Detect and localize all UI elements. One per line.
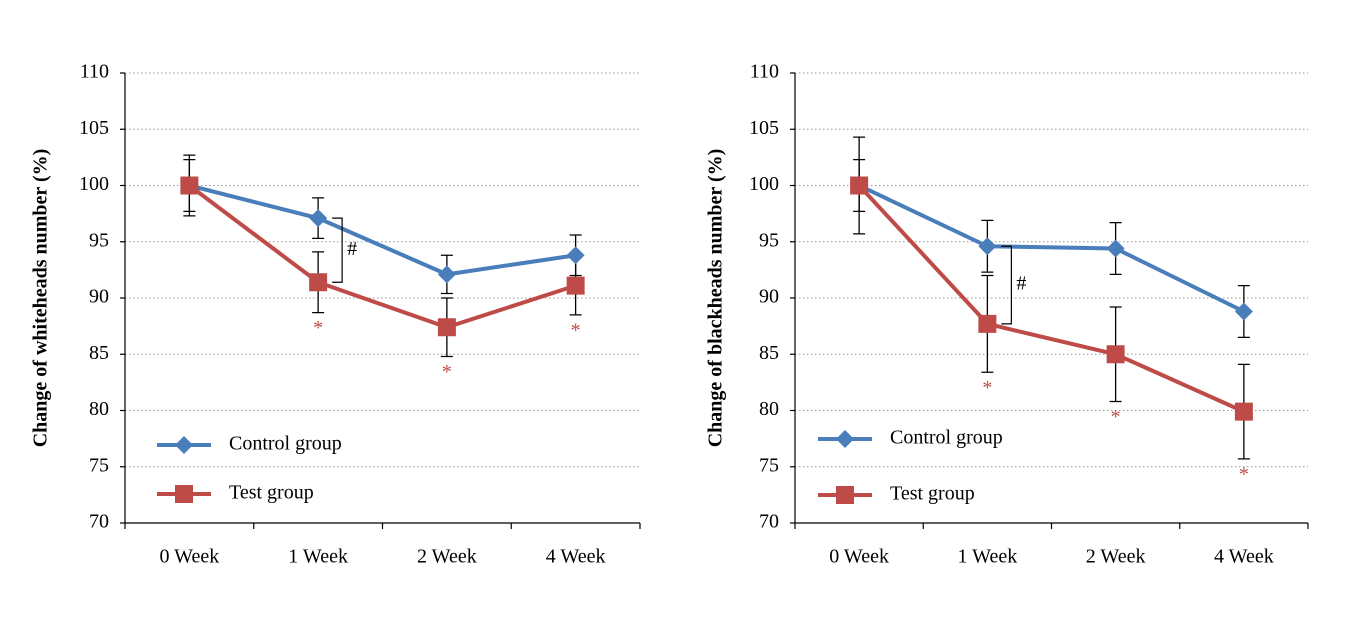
series-line xyxy=(188,183,576,277)
x-tick-label: 2 Week xyxy=(1086,546,1146,568)
marker xyxy=(850,176,869,195)
marker xyxy=(836,486,854,504)
significance-mark: * xyxy=(442,361,452,383)
significance-mark: * xyxy=(571,319,581,341)
bracket xyxy=(332,217,343,283)
significance-mark: * xyxy=(982,377,992,399)
y-tick-label: 85 xyxy=(759,342,779,364)
marker xyxy=(1106,239,1125,258)
series-line xyxy=(858,183,1245,314)
x-tick-label: 1 Week xyxy=(958,546,1018,568)
marker xyxy=(437,318,456,337)
significance-mark: * xyxy=(1111,406,1121,428)
y-tick-label: 90 xyxy=(89,286,109,308)
x-tick-label: 4 Week xyxy=(546,546,606,568)
y-tick-label: 80 xyxy=(89,398,109,420)
marker xyxy=(566,246,585,265)
x-tick-label: 1 Week xyxy=(288,546,348,568)
bracket xyxy=(1001,245,1012,325)
y-tick-label: 95 xyxy=(759,229,779,251)
y-tick-label: 70 xyxy=(89,511,109,533)
marker xyxy=(566,276,585,295)
y-tick-label: 105 xyxy=(79,117,109,139)
significance-mark: * xyxy=(313,317,323,339)
y-tick-label: 75 xyxy=(89,454,109,476)
legend-label: Test group xyxy=(890,483,975,505)
significance-mark: * xyxy=(1239,463,1249,485)
x-tick-label: 0 Week xyxy=(829,546,889,568)
marker xyxy=(836,430,854,448)
marker xyxy=(180,176,199,195)
y-tick-label: 95 xyxy=(89,229,109,251)
y-tick-label: 70 xyxy=(759,511,779,533)
y-tick-label: 80 xyxy=(759,398,779,420)
x-tick-label: 0 Week xyxy=(160,546,220,568)
y-tick-label: 100 xyxy=(749,173,779,195)
y-tick-label: 85 xyxy=(89,342,109,364)
marker xyxy=(978,314,997,333)
y-tick-label: 100 xyxy=(79,173,109,195)
marker xyxy=(175,485,193,503)
marker xyxy=(1234,402,1253,421)
marker xyxy=(309,209,328,228)
chart: 70 75 80 85 90 95 100 105 110 0 Week 1 Week 2 Week 4… xyxy=(30,61,641,568)
y-axis-label: Change of blackheads number (%) xyxy=(705,149,727,448)
bracket-label: # xyxy=(347,238,357,260)
y-axis-label: Change of whiteheads number (%) xyxy=(30,149,52,448)
bracket-label: # xyxy=(1016,273,1026,295)
marker xyxy=(1234,302,1253,321)
marker xyxy=(1106,345,1125,364)
x-tick-label: 4 Week xyxy=(1214,546,1274,568)
marker xyxy=(175,436,193,454)
series-line xyxy=(857,184,1245,414)
marker xyxy=(978,237,997,256)
legend-label: Test group xyxy=(229,482,314,504)
legend-label: Control group xyxy=(229,433,342,455)
chart: 70 75 80 85 90 95 100 105 110 0 Week 1 Week 2 Week 4… xyxy=(705,61,1309,568)
y-tick-label: 90 xyxy=(759,286,779,308)
marker xyxy=(309,273,328,292)
series-line xyxy=(188,183,577,330)
y-tick-label: 75 xyxy=(759,454,779,476)
marker xyxy=(437,265,456,284)
x-tick-label: 2 Week xyxy=(417,546,477,568)
y-tick-label: 105 xyxy=(749,117,779,139)
legend-label: Control group xyxy=(890,427,1003,449)
y-tick-label: 110 xyxy=(80,61,109,83)
y-tick-label: 110 xyxy=(750,61,779,83)
